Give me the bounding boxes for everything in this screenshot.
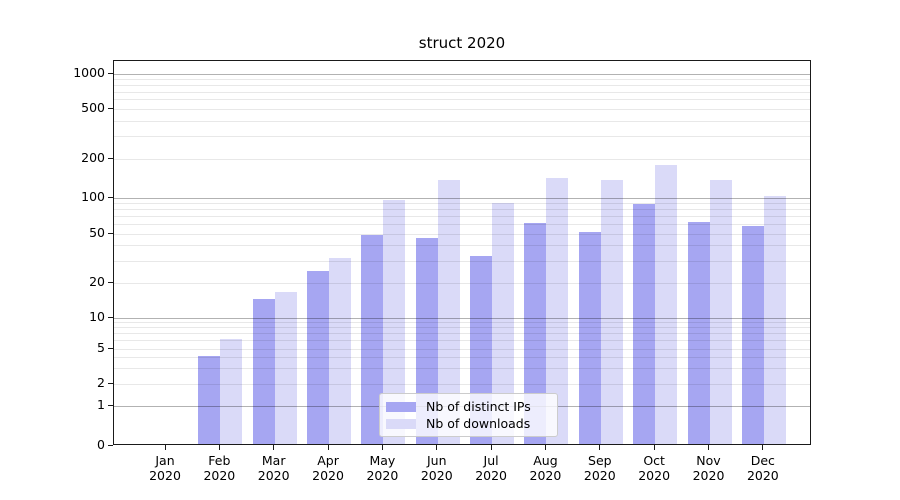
bar-downloads-jul-2020 [492, 203, 515, 444]
x-tick-jan-2020 [164, 445, 166, 450]
x-tick-label-aug-2020: Aug 2020 [529, 453, 562, 483]
x-tick-sep-2020 [599, 445, 601, 450]
chart-title: struct 2020 [418, 34, 506, 52]
y-tick-label-2: 2 [97, 375, 105, 390]
x-tick-oct-2020 [653, 445, 655, 450]
y-tick-label-1000: 1000 [73, 65, 105, 80]
bar-distinct-ips-jun-2020 [415, 237, 438, 444]
x-tick-label-sep-2020: Sep 2020 [583, 453, 616, 483]
bar-downloads-mar-2020 [274, 292, 297, 444]
bar-distinct-ips-mar-2020 [252, 299, 275, 444]
x-tick-label-may-2020: May 2020 [366, 453, 399, 483]
y-tick-label-1: 1 [97, 397, 105, 412]
legend: Nb of distinct IPs Nb of downloads [379, 393, 558, 437]
bar-downloads-nov-2020 [709, 179, 732, 444]
y-tick-label-50: 50 [89, 225, 105, 240]
y-tick-label-0: 0 [97, 437, 105, 452]
legend-swatch-distinct-ips-icon [386, 401, 416, 412]
x-tick-apr-2020 [327, 445, 329, 450]
x-tick-label-apr-2020: Apr 2020 [312, 453, 344, 483]
legend-label-distinct-ips: Nb of distinct IPs [426, 399, 531, 414]
x-tick-aug-2020 [544, 445, 546, 450]
x-tick-label-jan-2020: Jan 2020 [149, 453, 181, 483]
x-tick-nov-2020 [708, 445, 709, 450]
y-tick-0 [108, 444, 113, 446]
bar-downloads-oct-2020 [655, 165, 678, 444]
x-tick-label-dec-2020: Dec 2020 [746, 453, 779, 483]
y-tick-label-5: 5 [97, 340, 105, 355]
x-tick-dec-2020 [762, 445, 764, 450]
bar-downloads-sep-2020 [600, 179, 623, 444]
bar-downloads-feb-2020 [220, 338, 243, 444]
bar-distinct-ips-oct-2020 [633, 204, 656, 444]
y-tick-200 [108, 157, 113, 159]
x-tick-jun-2020 [436, 445, 438, 450]
y-tick-100 [108, 196, 113, 198]
x-tick-label-jun-2020: Jun 2020 [420, 453, 453, 483]
y-tick-2 [108, 382, 113, 384]
legend-row-downloads: Nb of downloads [386, 415, 557, 432]
x-tick-label-oct-2020: Oct 2020 [638, 453, 671, 483]
bar-downloads-may-2020 [383, 199, 406, 444]
bar-distinct-ips-aug-2020 [524, 222, 547, 444]
bar-downloads-aug-2020 [546, 177, 569, 444]
x-tick-jul-2020 [490, 445, 492, 450]
bar-distinct-ips-sep-2020 [578, 232, 601, 444]
bars-layer [114, 61, 810, 444]
y-tick-10 [108, 316, 113, 318]
x-tick-label-nov-2020: Nov 2020 [692, 453, 725, 483]
y-tick-label-20: 20 [89, 274, 105, 289]
y-tick-5 [108, 347, 113, 349]
x-tick-may-2020 [381, 445, 383, 450]
bar-distinct-ips-feb-2020 [198, 355, 221, 444]
y-tick-50 [108, 232, 113, 234]
x-tick-label-feb-2020: Feb 2020 [203, 453, 236, 483]
y-tick-label-100: 100 [81, 189, 105, 204]
x-tick-label-jul-2020: Jul 2020 [475, 453, 507, 483]
y-tick-label-500: 500 [81, 100, 105, 115]
y-tick-500 [108, 107, 113, 109]
y-tick-label-200: 200 [81, 150, 105, 165]
x-tick-feb-2020 [218, 445, 220, 450]
bar-downloads-dec-2020 [763, 196, 786, 444]
y-tick-20 [108, 281, 113, 283]
x-tick-label-mar-2020: Mar 2020 [257, 453, 290, 483]
bar-distinct-ips-dec-2020 [741, 226, 764, 444]
x-tick-mar-2020 [273, 445, 275, 450]
y-tick-label-10: 10 [89, 309, 105, 324]
bar-downloads-jun-2020 [437, 179, 460, 444]
plot-area: Nb of distinct IPs Nb of downloads [113, 60, 811, 445]
y-tick-1 [108, 404, 113, 406]
legend-label-downloads: Nb of downloads [426, 416, 531, 431]
legend-row-distinct-ips: Nb of distinct IPs [386, 398, 557, 415]
bar-distinct-ips-may-2020 [361, 235, 384, 444]
y-tick-1000 [108, 72, 113, 74]
legend-swatch-downloads-icon [386, 418, 416, 429]
bar-downloads-apr-2020 [329, 257, 352, 444]
bar-distinct-ips-nov-2020 [687, 221, 710, 444]
bar-distinct-ips-apr-2020 [307, 271, 330, 444]
